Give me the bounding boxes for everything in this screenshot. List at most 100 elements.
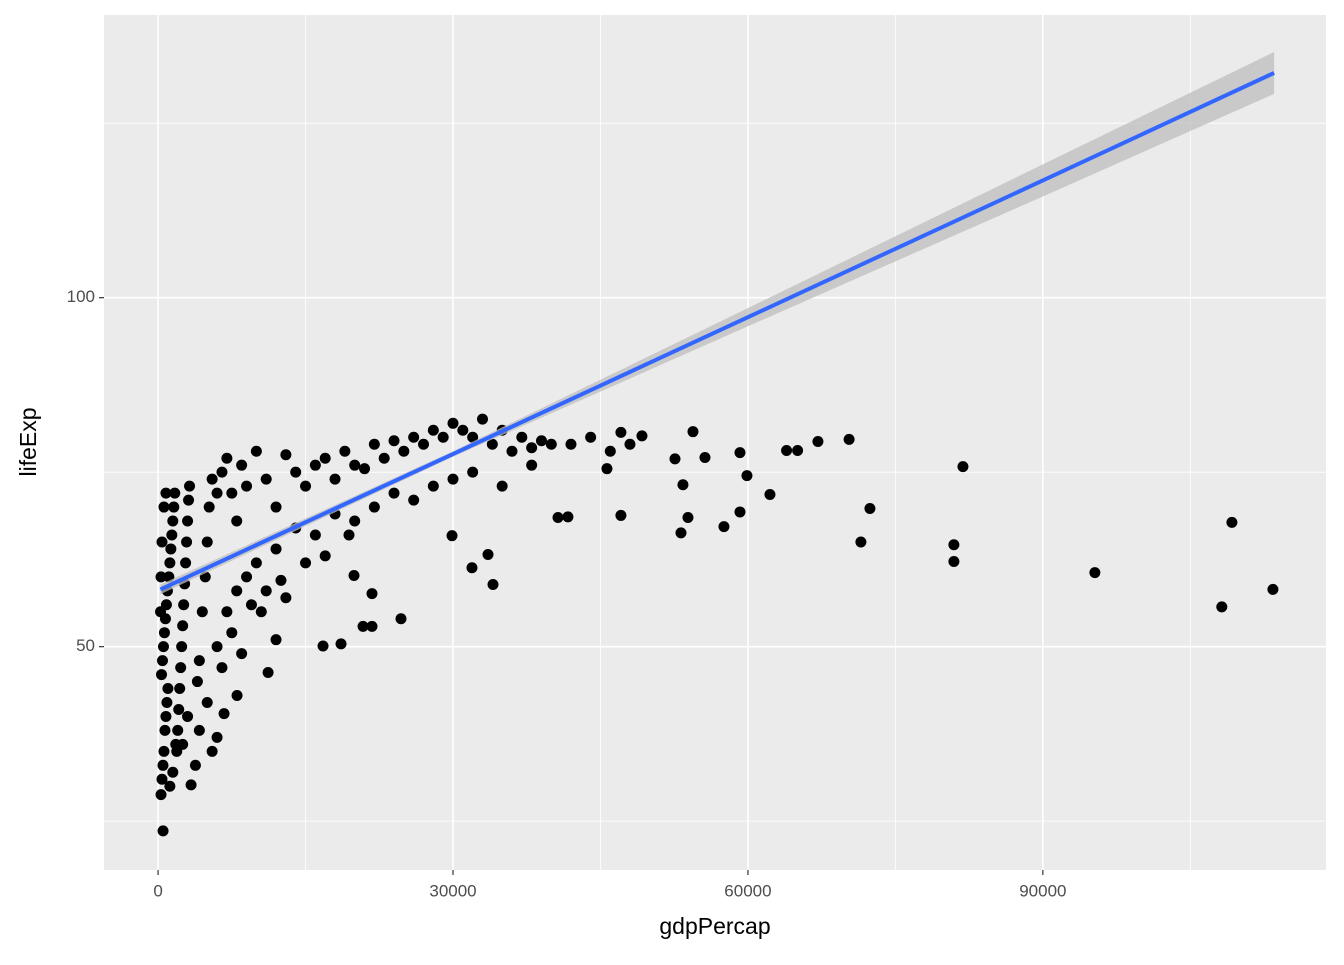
point [545,438,557,450]
point [636,430,648,442]
x-tick-label: 90000 [1019,881,1066,900]
point [270,634,282,646]
point [164,557,176,569]
point [565,438,577,450]
point [734,447,746,459]
point [236,459,248,471]
point [319,452,331,464]
point [206,745,218,757]
point [206,473,218,485]
y-axis-title: lifeExp [15,407,41,476]
point [216,466,228,478]
point [168,501,180,513]
point [157,759,169,771]
point [174,683,186,695]
point [221,452,233,464]
point [156,655,168,667]
point [191,676,203,688]
point [184,480,196,492]
point [349,459,361,471]
point [157,825,169,837]
point [201,536,213,548]
point [466,562,478,574]
point [496,480,508,492]
point [552,512,564,524]
point [948,556,960,568]
point [482,549,494,561]
point [173,703,185,715]
point [162,683,174,695]
point [669,453,681,465]
point [164,780,176,792]
x-tick-label: 60000 [724,881,771,900]
point [562,511,574,523]
point [319,550,331,562]
point [317,640,329,652]
point [161,696,173,708]
point [792,445,804,457]
point [718,521,730,533]
point [156,536,168,548]
point [155,789,167,801]
point [241,480,253,492]
point [183,494,195,506]
point [280,449,292,461]
point [741,470,753,482]
y-tick-label: 100 [67,287,95,306]
point [167,766,179,778]
point [447,417,459,429]
point [260,585,272,597]
point [196,606,208,618]
point [270,501,282,513]
point [218,708,230,720]
point [957,461,969,473]
point [348,569,360,581]
point [177,738,189,750]
point [427,480,439,492]
point [1216,601,1228,613]
point [781,445,793,457]
point [457,424,469,436]
point [158,501,170,513]
point [280,592,292,604]
point [226,627,238,639]
point [388,435,400,447]
point [427,424,439,436]
point [585,431,597,443]
point [260,473,272,485]
point [250,557,262,569]
point [231,515,243,527]
point [211,731,223,743]
point [615,426,627,438]
point [159,724,171,736]
point [388,487,400,499]
point [812,435,824,447]
point [175,662,187,674]
point [166,529,178,541]
point [601,463,613,475]
point [177,620,189,632]
point [178,599,190,611]
point [734,506,746,518]
point [366,588,378,600]
point [158,627,170,639]
point [176,641,188,653]
point [226,487,238,499]
point [160,710,172,722]
point [201,696,213,708]
point [250,445,262,457]
point [366,620,378,632]
point [193,655,205,667]
point [236,648,248,660]
point [211,487,223,499]
point [467,466,479,478]
fit-line [159,71,1275,592]
point [193,724,205,736]
point [182,515,194,527]
point [245,599,257,611]
point [241,571,253,583]
point [378,452,390,464]
point [185,779,197,791]
point [221,606,233,618]
point [155,571,167,583]
